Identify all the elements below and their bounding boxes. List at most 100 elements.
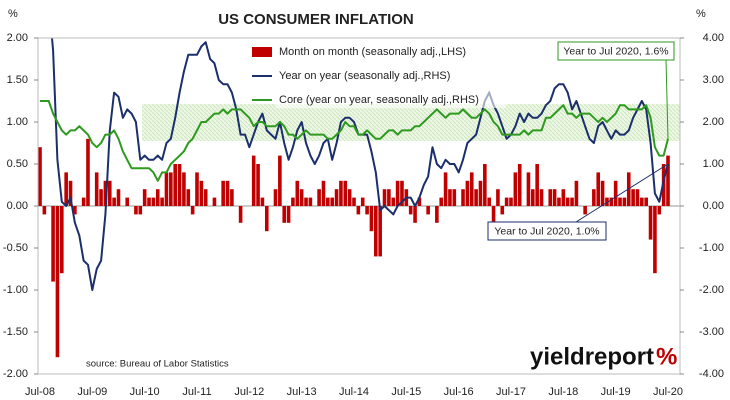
legend-label: Month on month (seasonally adj.,LHS) bbox=[279, 46, 466, 58]
bar bbox=[151, 197, 156, 206]
bar bbox=[164, 172, 169, 206]
legend-label: Year on year (seasonally adj.,RHS) bbox=[279, 70, 450, 82]
bar bbox=[469, 172, 474, 206]
bar bbox=[116, 189, 121, 206]
y2-tick-label: 0.00 bbox=[703, 200, 724, 212]
bar bbox=[94, 172, 99, 206]
legend-label: Core (year on year, seasonally adj.,RHS) bbox=[279, 94, 479, 106]
bar bbox=[308, 197, 313, 206]
bar bbox=[251, 155, 256, 206]
x-tick-label: Jul-12 bbox=[234, 386, 264, 398]
bar bbox=[605, 197, 609, 206]
bar bbox=[42, 206, 47, 215]
bar bbox=[500, 206, 505, 215]
x-tick-label: Jul-20 bbox=[653, 386, 683, 398]
bar bbox=[439, 197, 444, 206]
y2-tick-label: 2.00 bbox=[703, 116, 724, 128]
plot-area bbox=[38, 38, 680, 358]
bar bbox=[225, 180, 230, 206]
bar bbox=[369, 206, 374, 232]
bar bbox=[81, 197, 86, 206]
y-tick-label: -0.50 bbox=[3, 242, 28, 254]
bar bbox=[195, 172, 199, 206]
annotation: Year to Jul 2020, 1.6% bbox=[563, 45, 668, 57]
bar bbox=[517, 164, 522, 206]
y2-tick-label: 3.00 bbox=[703, 74, 724, 86]
bar bbox=[648, 206, 653, 240]
bar bbox=[426, 206, 430, 215]
bar bbox=[51, 206, 55, 282]
bar bbox=[230, 189, 234, 206]
y2-tick-label: -1.00 bbox=[699, 242, 724, 254]
source: source: Bureau of Labor Statistics bbox=[86, 359, 229, 370]
bar bbox=[238, 206, 243, 223]
bar bbox=[548, 189, 553, 206]
bar bbox=[622, 197, 627, 206]
bar bbox=[474, 189, 478, 206]
bar bbox=[557, 197, 561, 206]
bar bbox=[278, 155, 282, 206]
bar bbox=[256, 164, 260, 206]
x-tick-label: Jul-10 bbox=[130, 386, 160, 398]
bar bbox=[203, 189, 208, 206]
annotation-box bbox=[487, 221, 607, 241]
bar bbox=[155, 189, 160, 206]
legend-bg bbox=[276, 92, 506, 108]
bar bbox=[347, 189, 352, 206]
bar bbox=[138, 206, 143, 215]
bar bbox=[592, 189, 596, 206]
bar bbox=[565, 197, 570, 206]
y-tick-label: -2.00 bbox=[3, 368, 28, 380]
bar bbox=[173, 164, 177, 206]
bar bbox=[613, 180, 618, 206]
bar bbox=[583, 206, 587, 215]
y-tick-label: -1.50 bbox=[3, 326, 28, 338]
x-tick-label: Jul-09 bbox=[77, 386, 107, 398]
bar bbox=[330, 197, 334, 206]
x-tick-label: Jul-11 bbox=[182, 386, 211, 398]
x-tick-label: Jul-13 bbox=[287, 386, 317, 398]
bar bbox=[190, 206, 195, 215]
bar bbox=[391, 197, 396, 206]
legend-bg bbox=[276, 68, 506, 84]
bar bbox=[304, 197, 308, 206]
y2-tick-label: -2.00 bbox=[699, 284, 724, 296]
bar bbox=[64, 172, 68, 206]
bar bbox=[378, 206, 382, 257]
bar bbox=[448, 189, 452, 206]
bar bbox=[387, 189, 391, 206]
x-tick-label: Jul-08 bbox=[25, 386, 55, 398]
bar bbox=[395, 180, 400, 206]
annotation: Year to Jul 2020, 1.0% bbox=[494, 225, 599, 237]
bar bbox=[343, 180, 348, 206]
bar bbox=[382, 189, 387, 206]
x-tick-label: Jul-19 bbox=[601, 386, 631, 398]
bar bbox=[334, 189, 339, 206]
bar bbox=[483, 164, 487, 206]
bar bbox=[400, 180, 404, 206]
logo: yieldreport bbox=[530, 343, 654, 370]
bar bbox=[461, 189, 465, 206]
logo-symbol: % bbox=[656, 343, 677, 370]
bar bbox=[286, 206, 291, 223]
y2-tick-label: -3.00 bbox=[699, 326, 724, 338]
x-tick-label: Jul-15 bbox=[391, 386, 421, 398]
bar bbox=[640, 197, 644, 206]
bar bbox=[609, 197, 614, 206]
bar bbox=[413, 206, 417, 223]
bar bbox=[182, 172, 186, 206]
bar bbox=[574, 180, 579, 206]
y-tick-label: 2.00 bbox=[7, 32, 28, 44]
y2-tick-label: -4.00 bbox=[699, 368, 724, 380]
bar bbox=[356, 206, 361, 215]
annotation-leader bbox=[575, 163, 669, 223]
chart-title: US CONSUMER INFLATION bbox=[218, 11, 414, 28]
line bbox=[40, 100, 669, 182]
bar bbox=[212, 197, 217, 206]
bar bbox=[478, 180, 483, 206]
bar bbox=[317, 189, 321, 206]
bar bbox=[666, 155, 670, 206]
bar bbox=[526, 172, 531, 206]
line bbox=[50, 38, 669, 291]
